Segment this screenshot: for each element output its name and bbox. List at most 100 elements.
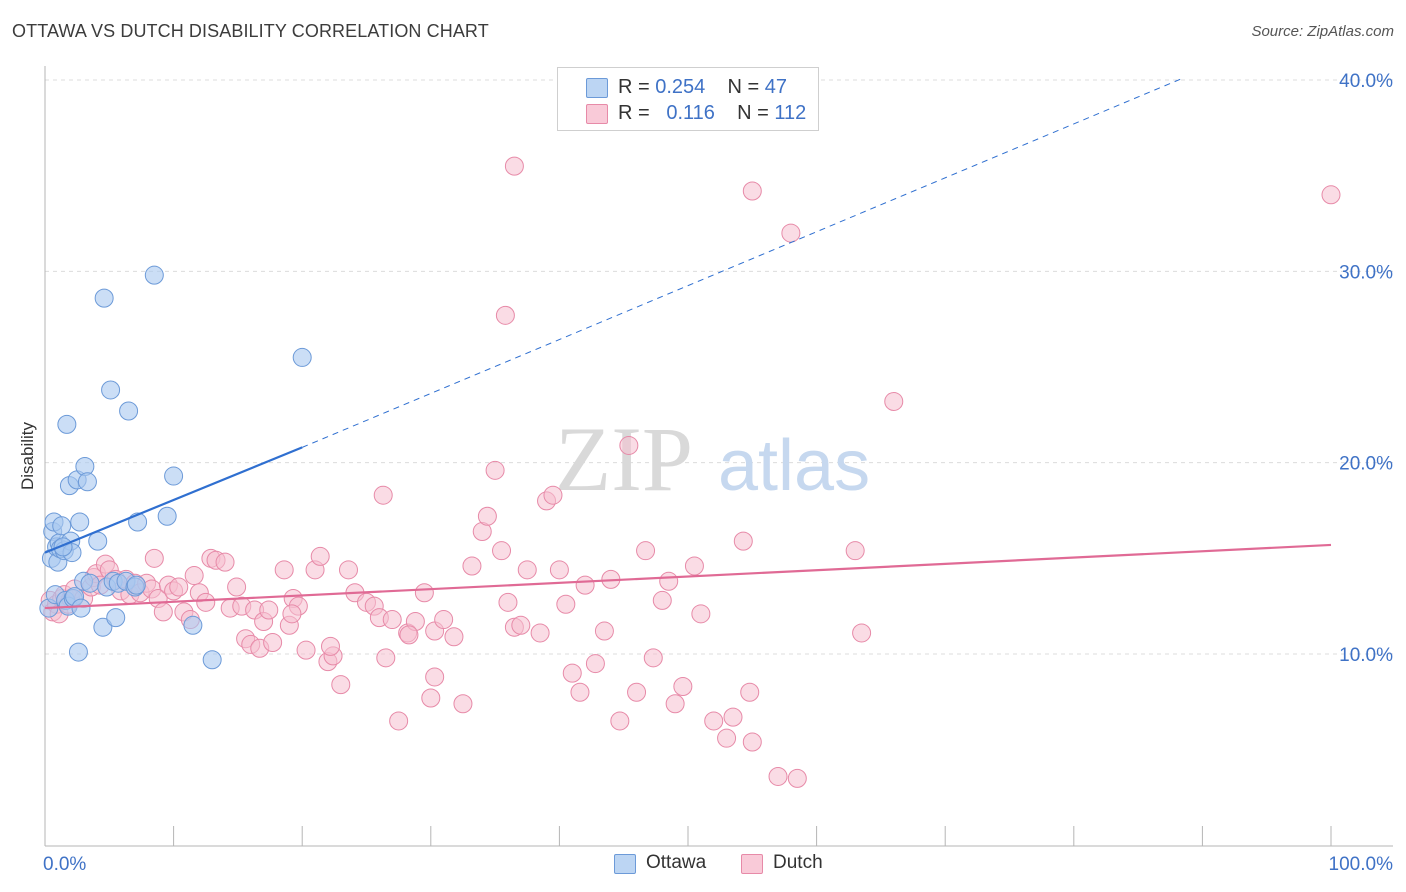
ottawa-point [126, 575, 146, 595]
dutch-point [594, 621, 614, 641]
dutch-point [556, 594, 576, 614]
bottom-legend-swatch-ottawa [614, 854, 636, 874]
ottawa-point [52, 516, 72, 536]
ottawa-point [93, 617, 113, 637]
dutch-point [585, 654, 605, 674]
dutch-point [169, 577, 189, 597]
bottom-legend-label-ottawa: Ottawa [646, 852, 707, 873]
axes [44, 66, 1393, 847]
dutch-point [184, 566, 204, 586]
watermark: ZIP atlas [555, 408, 870, 510]
dutch-point [884, 391, 904, 411]
dutch-point [691, 604, 711, 624]
dutch-point [399, 625, 419, 645]
dutch-point [274, 560, 294, 580]
ottawa-point [80, 573, 100, 593]
correlation-legend: R = 0.254 N = 47 R = 0.116 N = 112 [557, 67, 819, 131]
y-tick-labels: 10.0% 20.0% 30.0% 40.0% [1339, 71, 1393, 666]
y-tick-label: 40.0% [1339, 71, 1393, 92]
source-attribution: Source: ZipAtlas.com [1251, 23, 1394, 40]
dutch-point [530, 623, 550, 643]
dutch-point [673, 677, 693, 697]
legend-r-label: R = [618, 76, 650, 98]
legend-n-label: N = [737, 102, 769, 124]
dutch-point [619, 435, 639, 455]
legend-text-ottawa: R = 0.254 N = 47 [618, 76, 787, 99]
legend-r-label: R = [618, 102, 650, 124]
dutch-point [684, 556, 704, 576]
legend-r-value: 0.254 [655, 76, 706, 98]
dutch-point [495, 305, 515, 325]
dutch-point [787, 768, 807, 788]
dutch-point [543, 485, 563, 505]
dutch-point [704, 711, 724, 731]
dutch-point [282, 604, 302, 624]
ottawa-point [157, 506, 177, 526]
ottawa-point [106, 608, 126, 628]
ottawa-point [119, 401, 139, 421]
dutch-point [610, 711, 630, 731]
dutch-point [227, 577, 247, 597]
x-axis-end-label: 100.0% [1329, 854, 1394, 875]
dutch-point [153, 602, 173, 622]
dutch-point [373, 485, 393, 505]
watermark-zip: ZIP [555, 408, 693, 510]
ottawa-point [57, 414, 77, 434]
ottawa-point [183, 615, 203, 635]
dutch-point [144, 548, 164, 568]
dutch-point [444, 627, 464, 647]
dutch-point [320, 636, 340, 656]
dutch-point [259, 600, 279, 620]
trend-lines [44, 77, 1332, 610]
dutch-point [511, 615, 531, 635]
dutch-point [477, 506, 497, 526]
dutch-point [781, 223, 801, 243]
y-axis-title: Disability [18, 421, 37, 490]
dutch-point [492, 541, 512, 561]
dutch-point [636, 541, 656, 561]
dutch-point [462, 556, 482, 576]
legend-n-value: 112 [774, 102, 807, 124]
ottawa-point [70, 512, 90, 532]
legend-r-value: 0.116 [666, 102, 715, 124]
ottawa-trend-extension [302, 77, 1184, 448]
ottawa-points [39, 265, 312, 670]
dutch-point [425, 667, 445, 687]
dutch-point [852, 623, 872, 643]
ottawa-trend-line [44, 446, 303, 554]
dutch-point [434, 610, 454, 630]
legend-swatch-ottawa [586, 78, 608, 98]
y-tick-label: 20.0% [1339, 454, 1393, 475]
dutch-point [1321, 185, 1341, 205]
legend-n-label: N = [727, 76, 760, 98]
ottawa-point [202, 650, 222, 670]
ottawa-point [292, 347, 312, 367]
dutch-point [627, 682, 647, 702]
dutch-point [742, 732, 762, 752]
y-tick-label: 30.0% [1339, 262, 1393, 283]
dutch-point [263, 633, 283, 653]
ottawa-point [144, 265, 164, 285]
bottom-legend-label-dutch: Dutch [773, 852, 823, 873]
ottawa-point [164, 466, 184, 486]
dutch-trend-line [44, 543, 1332, 610]
dutch-point [389, 711, 409, 731]
dutch-point [310, 546, 330, 566]
dutch-point [562, 663, 582, 683]
dutch-point [733, 531, 753, 551]
dutch-point [845, 541, 865, 561]
dutch-point [296, 640, 316, 660]
chart-title: OTTAWA VS DUTCH DISABILITY CORRELATION C… [12, 21, 489, 41]
bottom-legend-swatch-dutch [741, 854, 763, 874]
dutch-point [453, 694, 473, 714]
dutch-point [382, 610, 402, 630]
dutch-point [517, 560, 537, 580]
y-tick-label: 10.0% [1339, 645, 1393, 666]
ottawa-point [68, 642, 88, 662]
dutch-point [659, 571, 679, 591]
ottawa-point [101, 380, 121, 400]
dutch-point [549, 560, 569, 580]
dutch-point [414, 583, 434, 603]
dutch-point [485, 460, 505, 480]
